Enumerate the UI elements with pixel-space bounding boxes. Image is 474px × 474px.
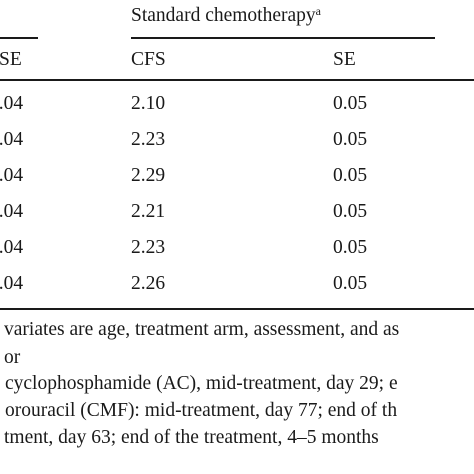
left-column-cell: 0.04 (0, 165, 24, 186)
cfs-cell: 2.29 (131, 165, 166, 186)
cfs-cell: 2.23 (131, 129, 166, 150)
group-header-rule (131, 37, 435, 39)
cfs-cell: 2.21 (131, 201, 166, 222)
cfs-cell: 2.23 (131, 237, 166, 258)
column-header-se: SE (333, 49, 356, 70)
se-cell: 0.05 (333, 237, 368, 258)
left-column-cell: 0.04 (0, 273, 24, 294)
footnote-line: variates are age, treatment arm, assessm… (4, 319, 400, 340)
left-column-cell: 0.04 (0, 129, 24, 150)
group-header: Standard chemotherapya (131, 4, 321, 28)
cfs-cell: 2.26 (131, 273, 166, 294)
column-header-cfs: CFS (131, 49, 166, 70)
column-header-rule (0, 79, 474, 81)
left-column-cell: 0.04 (0, 201, 24, 222)
se-cell: 0.05 (333, 93, 368, 114)
se-cell: 0.05 (333, 273, 368, 294)
cfs-cell: 2.10 (131, 93, 166, 114)
footnote-line: orouracil (CMF): mid-treatment, day 77; … (5, 400, 398, 421)
left-column-cell: 0.04 (0, 93, 24, 114)
left-column-header: SE (0, 49, 22, 70)
table-bottom-rule (0, 308, 474, 310)
se-cell: 0.05 (333, 129, 368, 150)
left-header-rule (0, 37, 38, 39)
group-header-label: Standard chemotherapy (131, 5, 316, 26)
footnote-line: cyclophosphamide (AC), mid-treatment, da… (5, 373, 398, 394)
left-column-cell: 0.04 (0, 237, 24, 258)
group-header-footnote-marker: a (315, 4, 321, 18)
footnote-line: or (4, 347, 21, 368)
se-cell: 0.05 (333, 201, 368, 222)
se-cell: 0.05 (333, 165, 368, 186)
footnote-line: tment, day 63; end of the treatment, 4–5… (4, 427, 379, 448)
